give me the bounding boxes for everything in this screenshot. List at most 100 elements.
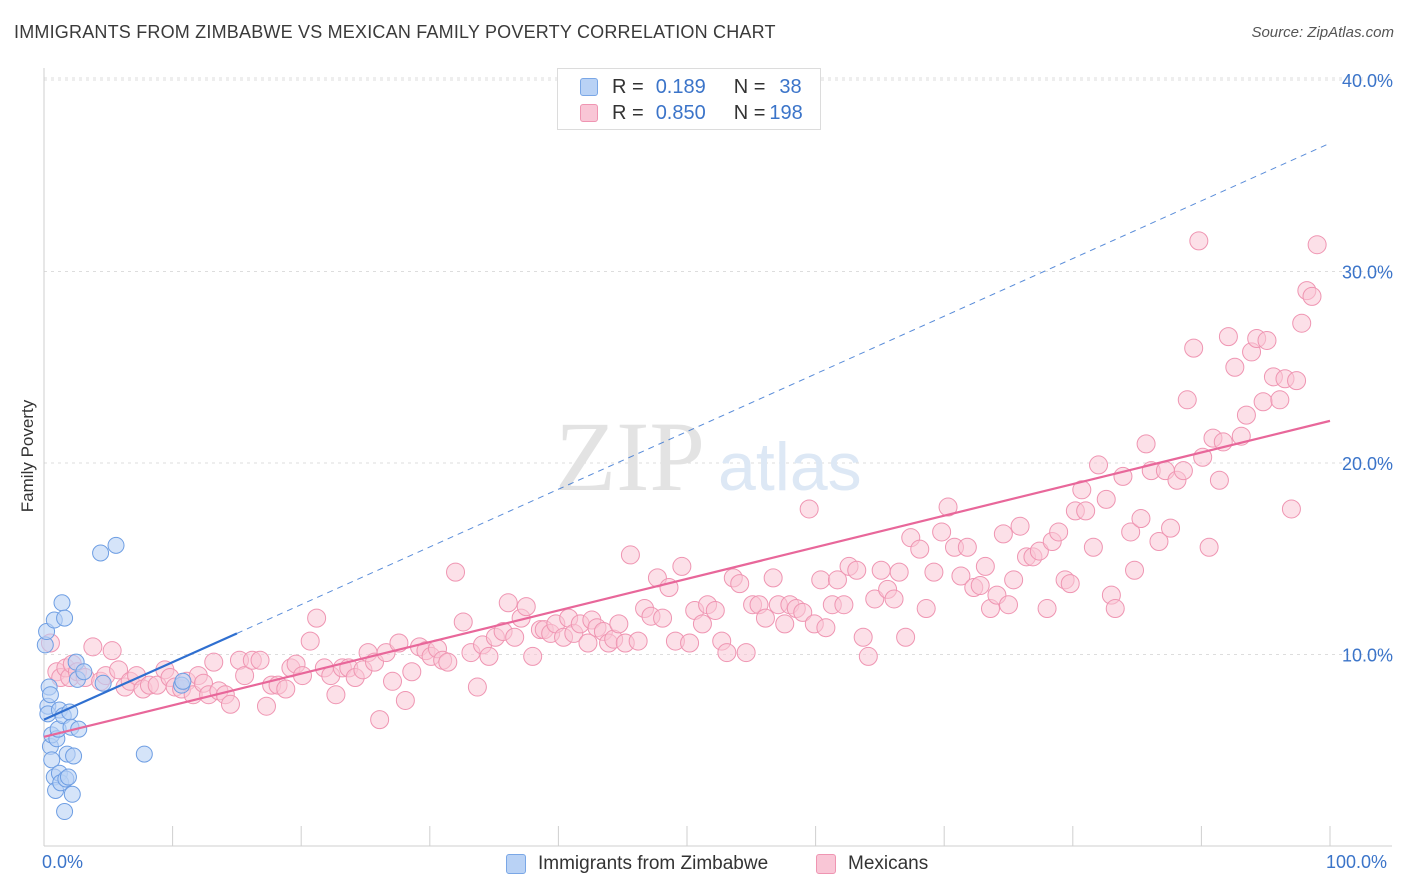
- mexican-point: [1189, 231, 1209, 251]
- mexican-point: [1105, 599, 1125, 619]
- mexican-point: [1029, 541, 1049, 561]
- mexican-points: [40, 231, 1327, 730]
- zimbabwe-trend-extension: [236, 142, 1331, 634]
- mexican-point: [307, 608, 327, 628]
- mexican-point: [811, 570, 831, 590]
- mexican-point: [1136, 434, 1156, 454]
- mexican-point: [1184, 338, 1204, 358]
- mexican-point: [763, 568, 783, 588]
- mexican-point: [1173, 461, 1193, 481]
- grid-lines: [44, 77, 1392, 655]
- y-tick-labels: 10.0% 20.0% 30.0% 40.0%: [1342, 71, 1393, 666]
- mexican-point: [970, 576, 990, 596]
- watermark: ZIP atlas: [555, 401, 862, 512]
- mexican-point: [479, 646, 499, 666]
- mexican-point: [847, 560, 867, 580]
- mexican-point: [853, 627, 873, 647]
- mexican-point: [250, 650, 270, 670]
- zimbabwe-point: [92, 544, 110, 562]
- mexican-point: [453, 612, 473, 632]
- mexican-point: [370, 710, 390, 730]
- mexican-point: [1004, 570, 1024, 590]
- mexican-point: [523, 646, 543, 666]
- mexican-point: [1037, 599, 1057, 619]
- mexican-point: [1076, 501, 1096, 521]
- stats-legend: R = 0.189 N = 38 R = 0.850 N = 198: [557, 68, 821, 130]
- mexican-point: [326, 685, 346, 705]
- zimbabwe-trend-line: [43, 632, 238, 721]
- mexican-point: [395, 690, 415, 710]
- mexican-point: [1049, 522, 1069, 542]
- y-tick-label: 40.0%: [1342, 71, 1393, 91]
- zimbabwe-point: [53, 594, 71, 612]
- mexican-point: [865, 589, 885, 609]
- stats-row-zimbabwe: R = 0.189 N = 38: [580, 74, 802, 100]
- mexican-point: [793, 602, 813, 622]
- mexican-point: [730, 574, 750, 594]
- stats-r-value: 0.850: [655, 101, 706, 124]
- mexican-point: [1083, 537, 1103, 557]
- mexican-point: [204, 652, 224, 672]
- mexican-point: [1161, 518, 1181, 538]
- mexican-point: [717, 643, 737, 663]
- mexican-point: [505, 627, 525, 647]
- mexican-point: [1287, 371, 1307, 391]
- mexican-point: [924, 562, 944, 582]
- mexican-point: [276, 679, 296, 699]
- mexican-point: [446, 562, 466, 582]
- mexican-point: [799, 499, 819, 519]
- mexican-point: [620, 545, 640, 565]
- mexican-point: [1125, 560, 1145, 580]
- stats-n-label: N =: [733, 75, 766, 98]
- mexican-point: [910, 539, 930, 559]
- legend-label-zimbabwe: Immigrants from Zimbabwe: [538, 853, 769, 874]
- mexican-point: [957, 537, 977, 557]
- mexican-point: [916, 599, 936, 619]
- mexican-point: [705, 600, 725, 620]
- mexican-point: [1253, 392, 1273, 412]
- stats-swatch-zimbabwe: [580, 78, 598, 96]
- mexican-point: [680, 633, 700, 653]
- mexican-point: [109, 660, 129, 680]
- mexican-point: [235, 666, 255, 686]
- zimbabwe-point: [135, 745, 153, 763]
- zimbabwe-point: [63, 785, 81, 803]
- zimbabwe-point: [94, 674, 112, 692]
- y-tick-label: 20.0%: [1342, 454, 1393, 474]
- mexican-point: [609, 614, 629, 634]
- zimbabwe-point: [41, 686, 59, 704]
- legend-item-zimbabwe: Immigrants from Zimbabwe: [506, 852, 768, 876]
- mexican-point: [1270, 390, 1290, 410]
- mexican-point: [1225, 357, 1245, 377]
- mexican-trend-line: [43, 419, 1331, 738]
- mexican-point: [938, 497, 958, 517]
- y-axis-label: Family Poverty: [18, 399, 37, 513]
- mexican-point: [1199, 537, 1219, 557]
- watermark-zip: ZIP: [555, 401, 705, 512]
- legend-swatch-zimbabwe: [506, 854, 526, 874]
- mexican-point: [1236, 405, 1256, 425]
- mexican-point: [1292, 313, 1312, 333]
- mexican-point: [755, 608, 775, 628]
- mexican-point: [1307, 235, 1327, 255]
- axes: [43, 68, 1392, 847]
- stats-n-value: 38: [779, 75, 802, 98]
- mexican-point: [975, 556, 995, 576]
- x-tick-label-max: 100.0%: [1326, 852, 1388, 872]
- mexican-point: [1302, 286, 1322, 306]
- mexican-point: [816, 618, 836, 638]
- mexican-point: [1209, 470, 1229, 490]
- mexican-point: [1218, 327, 1238, 347]
- mexican-point: [516, 597, 536, 617]
- mexican-point: [467, 677, 487, 697]
- zimbabwe-point: [43, 751, 61, 769]
- zimbabwe-point: [75, 663, 93, 681]
- mexican-point: [498, 593, 518, 613]
- mexican-point: [402, 662, 422, 682]
- mexican-point: [1060, 574, 1080, 594]
- mexican-point: [628, 631, 648, 651]
- stats-r-value: 0.189: [655, 75, 706, 98]
- legend-label-mexicans: Mexicans: [848, 853, 929, 874]
- stats-swatch-mexicans: [580, 104, 598, 122]
